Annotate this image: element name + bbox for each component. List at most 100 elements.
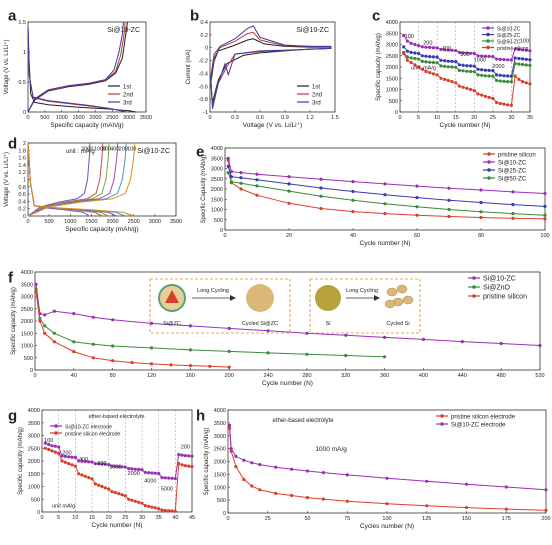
x-axis-label: Cycle number (N) — [440, 122, 491, 129]
x-tick-label: 125 — [422, 516, 431, 522]
y-axis-label: Current (mA) — [186, 50, 192, 85]
x-axis-label: Cycle number (N) — [92, 522, 143, 529]
data-point-pristine silicon — [443, 77, 447, 81]
data-point-Si@50-ZC — [428, 60, 432, 64]
y-tick-label: 1500 — [386, 76, 398, 82]
data-point-Si@10-ZC — [498, 57, 502, 62]
data-point-pristine silicon electrode — [425, 504, 429, 508]
data-point-Si@10-ZC electrode — [80, 459, 84, 463]
data-point-Si@10-ZC — [226, 156, 230, 160]
data-point-pristine silicon — [469, 87, 473, 92]
data-point-Si@50-ZC — [517, 62, 521, 66]
x-tick-label: 20 — [471, 115, 477, 121]
data-point-Si@25-ZC — [424, 54, 428, 58]
data-point-pristine silicon electrode — [173, 509, 177, 513]
x-tick-label: 30 — [139, 515, 145, 521]
data-point-pristine silicon electrode — [70, 463, 74, 467]
data-point-Si@10-ZC electrode — [113, 464, 117, 468]
y-tick-label: 0.8 — [18, 185, 26, 191]
data-point-pristine silicon — [506, 103, 510, 107]
data-point-Si@10-ZC — [402, 33, 406, 38]
legend-label: pristine silicon electrode — [451, 414, 516, 420]
data-point-Si@10-ZC — [351, 180, 355, 184]
data-point-pristine silicon — [431, 72, 435, 76]
x-tick-label: 60 — [414, 233, 420, 239]
x-tick-label: 80 — [478, 233, 484, 239]
data-point-Si@10-ZC — [305, 331, 309, 335]
panel-b: b 0 0.3 0.6 0.9 1.2 1.5 -1 -0.8 -0.6 -0.4 -0.2 0 0.2 0… — [186, 7, 339, 129]
data-point-pristine silicon — [513, 74, 517, 78]
data-point-pristine silicon — [528, 82, 532, 86]
data-point-Si@25-ZC — [491, 69, 495, 73]
data-point-Si@50-ZC — [443, 64, 447, 68]
data-point-Si@50-ZC — [465, 69, 469, 73]
data-point-pristine silicon electrode — [544, 508, 548, 512]
data-point-Si@50-ZC — [521, 62, 525, 67]
data-point-pristine silicon — [476, 92, 480, 96]
data-point-Si@25-ZC — [517, 56, 521, 61]
x-tick-label: 120 — [147, 373, 156, 379]
data-point-Si@10-ZC — [491, 55, 495, 59]
data-point-Si@50-ZC — [420, 59, 424, 64]
rate-label: 800 — [102, 146, 111, 152]
y-tick-label: 0.2 — [18, 207, 26, 213]
legend-marker — [440, 414, 444, 418]
data-point-Si@10-ZC electrode — [90, 460, 94, 464]
legend-label: pristine silicon — [483, 293, 527, 300]
data-point-pristine silicon electrode — [274, 491, 278, 495]
y-tick-label: 0.4 — [200, 20, 208, 26]
data-point-Si@10-ZC — [461, 51, 465, 55]
data-point-Si@25-ZC — [319, 186, 323, 190]
pulverized-fragment-icon — [396, 284, 408, 294]
data-point-Si@10-ZC — [72, 312, 76, 316]
y-tick-label: -0.4 — [199, 71, 208, 77]
y-tick-label: 4000 — [211, 146, 223, 152]
data-point-Si@50-ZC — [409, 56, 413, 60]
arrow-head-icon — [374, 295, 380, 301]
data-point-Si@10-ZC — [495, 57, 499, 61]
data-point-Si@10-ZC electrode — [167, 476, 171, 480]
data-point-pristine silicon electrode — [57, 451, 61, 455]
x-tick-label: 20 — [106, 515, 112, 521]
data-point-Si@10-ZC electrode — [143, 470, 147, 475]
data-point-Si@25-ZC — [450, 59, 454, 64]
data-point-Si@50-ZC — [502, 79, 506, 83]
data-point-pristine silicon — [446, 78, 450, 83]
y-tick-label: 2500 — [28, 446, 40, 452]
data-point-Si@25-ZC — [239, 176, 243, 180]
data-point-Si@10-ZC electrode — [43, 441, 47, 445]
y-axis-label: Voltage (V vs. Li/Li⁺) — [3, 40, 10, 95]
data-point-Si@25-ZC — [487, 68, 491, 72]
x-tick-label: 3500 — [170, 219, 182, 225]
rate-label: 100 — [520, 38, 529, 44]
x-tick-label: 480 — [497, 373, 506, 379]
data-point-Si@25-ZC — [495, 73, 499, 77]
data-point-Si@ZnO — [43, 324, 47, 328]
electrolyte-annotation: ether-based electrolyte — [273, 418, 335, 424]
y-tick-label: 1.8 — [18, 148, 26, 154]
data-point-Si@10-ZC — [227, 326, 231, 330]
inset-label: Long Cycling — [346, 288, 378, 294]
y-tick-label: -0.6 — [199, 84, 208, 90]
data-point-Si@10-ZC — [511, 190, 515, 194]
y-tick-label: 1 — [23, 178, 26, 184]
data-point-Si@10-ZC — [149, 321, 154, 325]
data-point-pristine silicon electrode — [67, 462, 71, 466]
inset-label: Long Cycling — [197, 288, 229, 294]
data-point-Si@10-ZC electrode — [157, 471, 161, 476]
x-tick-label: 100 — [382, 516, 391, 522]
y-tick-label: 1 — [23, 50, 26, 56]
pulverized-fragment-icon — [384, 299, 396, 309]
legend-label: pristine silicon — [498, 152, 536, 158]
panel-letter-d: d — [8, 135, 17, 152]
data-point-pristine silicon — [255, 193, 259, 197]
y-tick-label: 1000 — [28, 485, 40, 491]
chart-title: Si@10-ZC — [296, 27, 329, 34]
data-point-pristine silicon — [130, 361, 134, 365]
data-point-Si@ZnO — [34, 287, 38, 291]
data-point-Si@50-ZC — [483, 74, 487, 78]
y-tick-label: 3000 — [28, 434, 40, 440]
rate-label: 800 — [460, 52, 469, 58]
data-point-Si@10-ZC electrode — [258, 463, 262, 467]
data-point-Si@10-ZC electrode — [242, 458, 246, 462]
